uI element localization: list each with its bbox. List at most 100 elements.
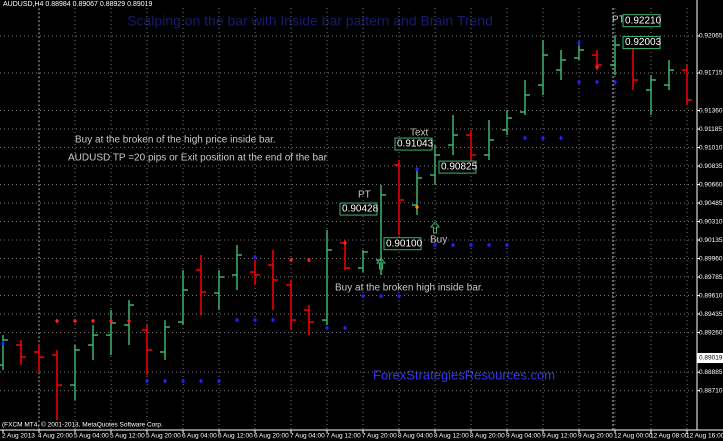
x-tick-label: 8 Aug 20:00 bbox=[470, 433, 505, 440]
price-label-box bbox=[339, 202, 378, 216]
signal-dot bbox=[361, 293, 365, 299]
price-label: 0.91043 bbox=[397, 139, 434, 150]
signal-dot bbox=[487, 242, 491, 248]
price-label: 0.90825 bbox=[441, 162, 478, 173]
signal-dot bbox=[577, 79, 581, 85]
signal-dot bbox=[271, 317, 275, 323]
x-tick-label: 8 Aug 12:00 bbox=[434, 433, 469, 440]
price-label-box bbox=[622, 14, 661, 28]
x-tick-label: 6 Aug 12:00 bbox=[218, 433, 253, 440]
signal-dot bbox=[343, 325, 347, 331]
price-label-box bbox=[383, 237, 422, 251]
annotation: Buy at the broken of the high price insi… bbox=[75, 135, 276, 146]
x-tick-label: 12 Aug 16:00 bbox=[686, 433, 723, 440]
signal-dot bbox=[379, 293, 383, 299]
signal-dot bbox=[541, 135, 545, 141]
signal-dot bbox=[307, 257, 311, 263]
signal-dot bbox=[577, 40, 581, 46]
signal-dot bbox=[595, 79, 599, 85]
signal-dot bbox=[451, 242, 455, 248]
y-tick-label: 0.90485 bbox=[699, 200, 723, 207]
signal-dot bbox=[199, 378, 203, 384]
signal-dot bbox=[415, 166, 419, 172]
x-tick-label: 8 Aug 04:00 bbox=[398, 433, 433, 440]
x-tick-label: 12 Aug 00:00 bbox=[614, 433, 653, 440]
price-label-box bbox=[394, 137, 433, 151]
signal-dot bbox=[109, 318, 113, 324]
signal-dot bbox=[145, 378, 149, 384]
y-tick-label: 0.90135 bbox=[699, 237, 723, 244]
y-tick-label: 0.90660 bbox=[699, 181, 723, 188]
price-label: 0.90428 bbox=[342, 204, 379, 215]
signal-dot bbox=[397, 293, 401, 299]
x-tick-label: 6 Aug 04:00 bbox=[182, 433, 217, 440]
y-tick-label: 0.90310 bbox=[699, 218, 723, 225]
signal-dot bbox=[55, 318, 59, 324]
y-tick-label: 0.91185 bbox=[699, 126, 722, 133]
chart-title: Scalping on the bar with Inside bar patt… bbox=[127, 13, 493, 29]
signal-dot bbox=[469, 242, 473, 248]
signal-dot bbox=[217, 378, 221, 384]
annotation: Text bbox=[410, 128, 429, 139]
y-tick-label: 0.89785 bbox=[699, 274, 723, 281]
x-tick-label: 9 Aug 12:00 bbox=[542, 433, 577, 440]
x-tick-label: 5 Aug 20:00 bbox=[146, 433, 181, 440]
signal-dot bbox=[559, 135, 563, 141]
y-tick-label: 0.89260 bbox=[699, 329, 723, 336]
signal-dot bbox=[613, 79, 617, 85]
watermark: ForexStrategiesResources.com bbox=[373, 367, 555, 382]
x-tick-label: 2 Aug 2013 bbox=[2, 433, 35, 440]
y-tick-label: 0.92065 bbox=[699, 33, 723, 40]
signal-dot bbox=[595, 64, 599, 70]
signal-dot bbox=[415, 204, 419, 210]
signal-dot bbox=[523, 135, 527, 141]
signal-dot bbox=[253, 317, 257, 323]
signal-dot bbox=[235, 317, 239, 323]
x-tick-label: 6 Aug 20:00 bbox=[254, 433, 289, 440]
y-tick-label: 0.90835 bbox=[699, 163, 723, 170]
price-label-box bbox=[622, 36, 661, 50]
signal-dot bbox=[127, 318, 131, 324]
x-tick-label: 7 Aug 12:00 bbox=[326, 433, 361, 440]
signal-dot bbox=[1, 340, 5, 346]
signal-dot bbox=[433, 242, 437, 248]
y-tick-label: 0.88710 bbox=[699, 387, 723, 394]
y-tick-label: 0.91360 bbox=[699, 107, 723, 114]
annotation: PT bbox=[358, 190, 371, 201]
y-tick-label: 0.91010 bbox=[699, 144, 723, 151]
x-tick-label: 4 Aug 20:00 bbox=[38, 433, 73, 440]
price-label: 0.92003 bbox=[625, 37, 662, 48]
price-label: 0.90100 bbox=[386, 238, 423, 249]
annotation: Buy at the broken high inside bar. bbox=[335, 283, 483, 294]
signal-dot bbox=[325, 325, 329, 331]
signal-dot bbox=[91, 318, 95, 324]
x-tick-label: 7 Aug 20:00 bbox=[362, 433, 397, 440]
x-tick-label: 7 Aug 04:00 bbox=[290, 433, 325, 440]
copyright: (FXCM MT4, © 2001-2013, MetaQuotes Softw… bbox=[2, 421, 163, 429]
annotation: Buy bbox=[430, 235, 447, 246]
x-tick-label: 9 Aug 04:00 bbox=[506, 433, 541, 440]
y-tick-label: 0.88885 bbox=[699, 369, 723, 376]
y-tick-label: 0.89610 bbox=[699, 292, 723, 299]
price-label-box bbox=[438, 160, 477, 174]
current-price-label: 0.89019 bbox=[699, 355, 723, 362]
x-tick-label: 5 Aug 12:00 bbox=[110, 433, 145, 440]
x-tick-label: 9 Aug 20:00 bbox=[578, 433, 613, 440]
signal-dot bbox=[505, 242, 509, 248]
y-tick-label: 0.91715 bbox=[699, 70, 723, 77]
signal-dot bbox=[289, 257, 293, 263]
x-tick-label: 5 Aug 04:00 bbox=[74, 433, 109, 440]
symbol-info: AUDUSD,H4 0.88984 0.89067 0.88929 0.8901… bbox=[3, 1, 153, 8]
signal-dot bbox=[73, 318, 77, 324]
annotation: AUDUSD TP =20 pips or Exit position at t… bbox=[68, 153, 328, 164]
y-tick-label: 0.89960 bbox=[699, 255, 723, 262]
price-label: 0.92210 bbox=[625, 15, 662, 26]
signal-dot bbox=[343, 240, 347, 246]
annotation: PT bbox=[612, 15, 625, 26]
signal-dot bbox=[181, 378, 185, 384]
signal-dot bbox=[253, 254, 257, 260]
current-price-box bbox=[697, 353, 723, 364]
x-tick-label: 12 Aug 08:00 bbox=[650, 433, 689, 440]
